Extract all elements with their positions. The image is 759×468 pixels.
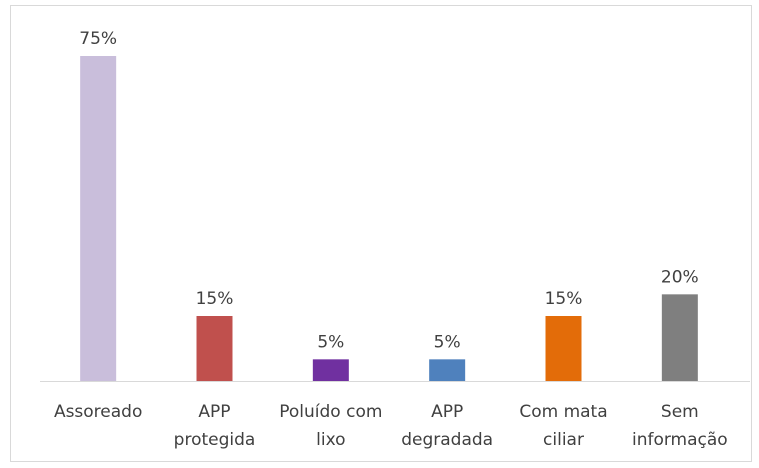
data-label: 15% (545, 289, 583, 309)
data-label: 5% (434, 332, 461, 352)
chart-border (10, 5, 752, 462)
bar (80, 56, 117, 381)
x-tick-label: APP degradada (401, 402, 494, 450)
data-label: 20% (661, 267, 699, 287)
bar (661, 294, 698, 381)
data-label: 75% (79, 29, 117, 49)
x-tick-label: Poluído com lixo (279, 402, 383, 450)
x-tick-label: Sem informação (631, 402, 728, 450)
bar (429, 359, 466, 381)
x-tick-label: Assoreado (53, 402, 143, 422)
data-label: 15% (196, 289, 234, 309)
data-label: 5% (317, 332, 344, 352)
bar (312, 359, 349, 381)
x-tick-label: Com mata ciliar (519, 402, 608, 450)
x-tick-label: APP protegida (173, 402, 256, 450)
bar (545, 316, 582, 381)
bar (196, 316, 233, 381)
